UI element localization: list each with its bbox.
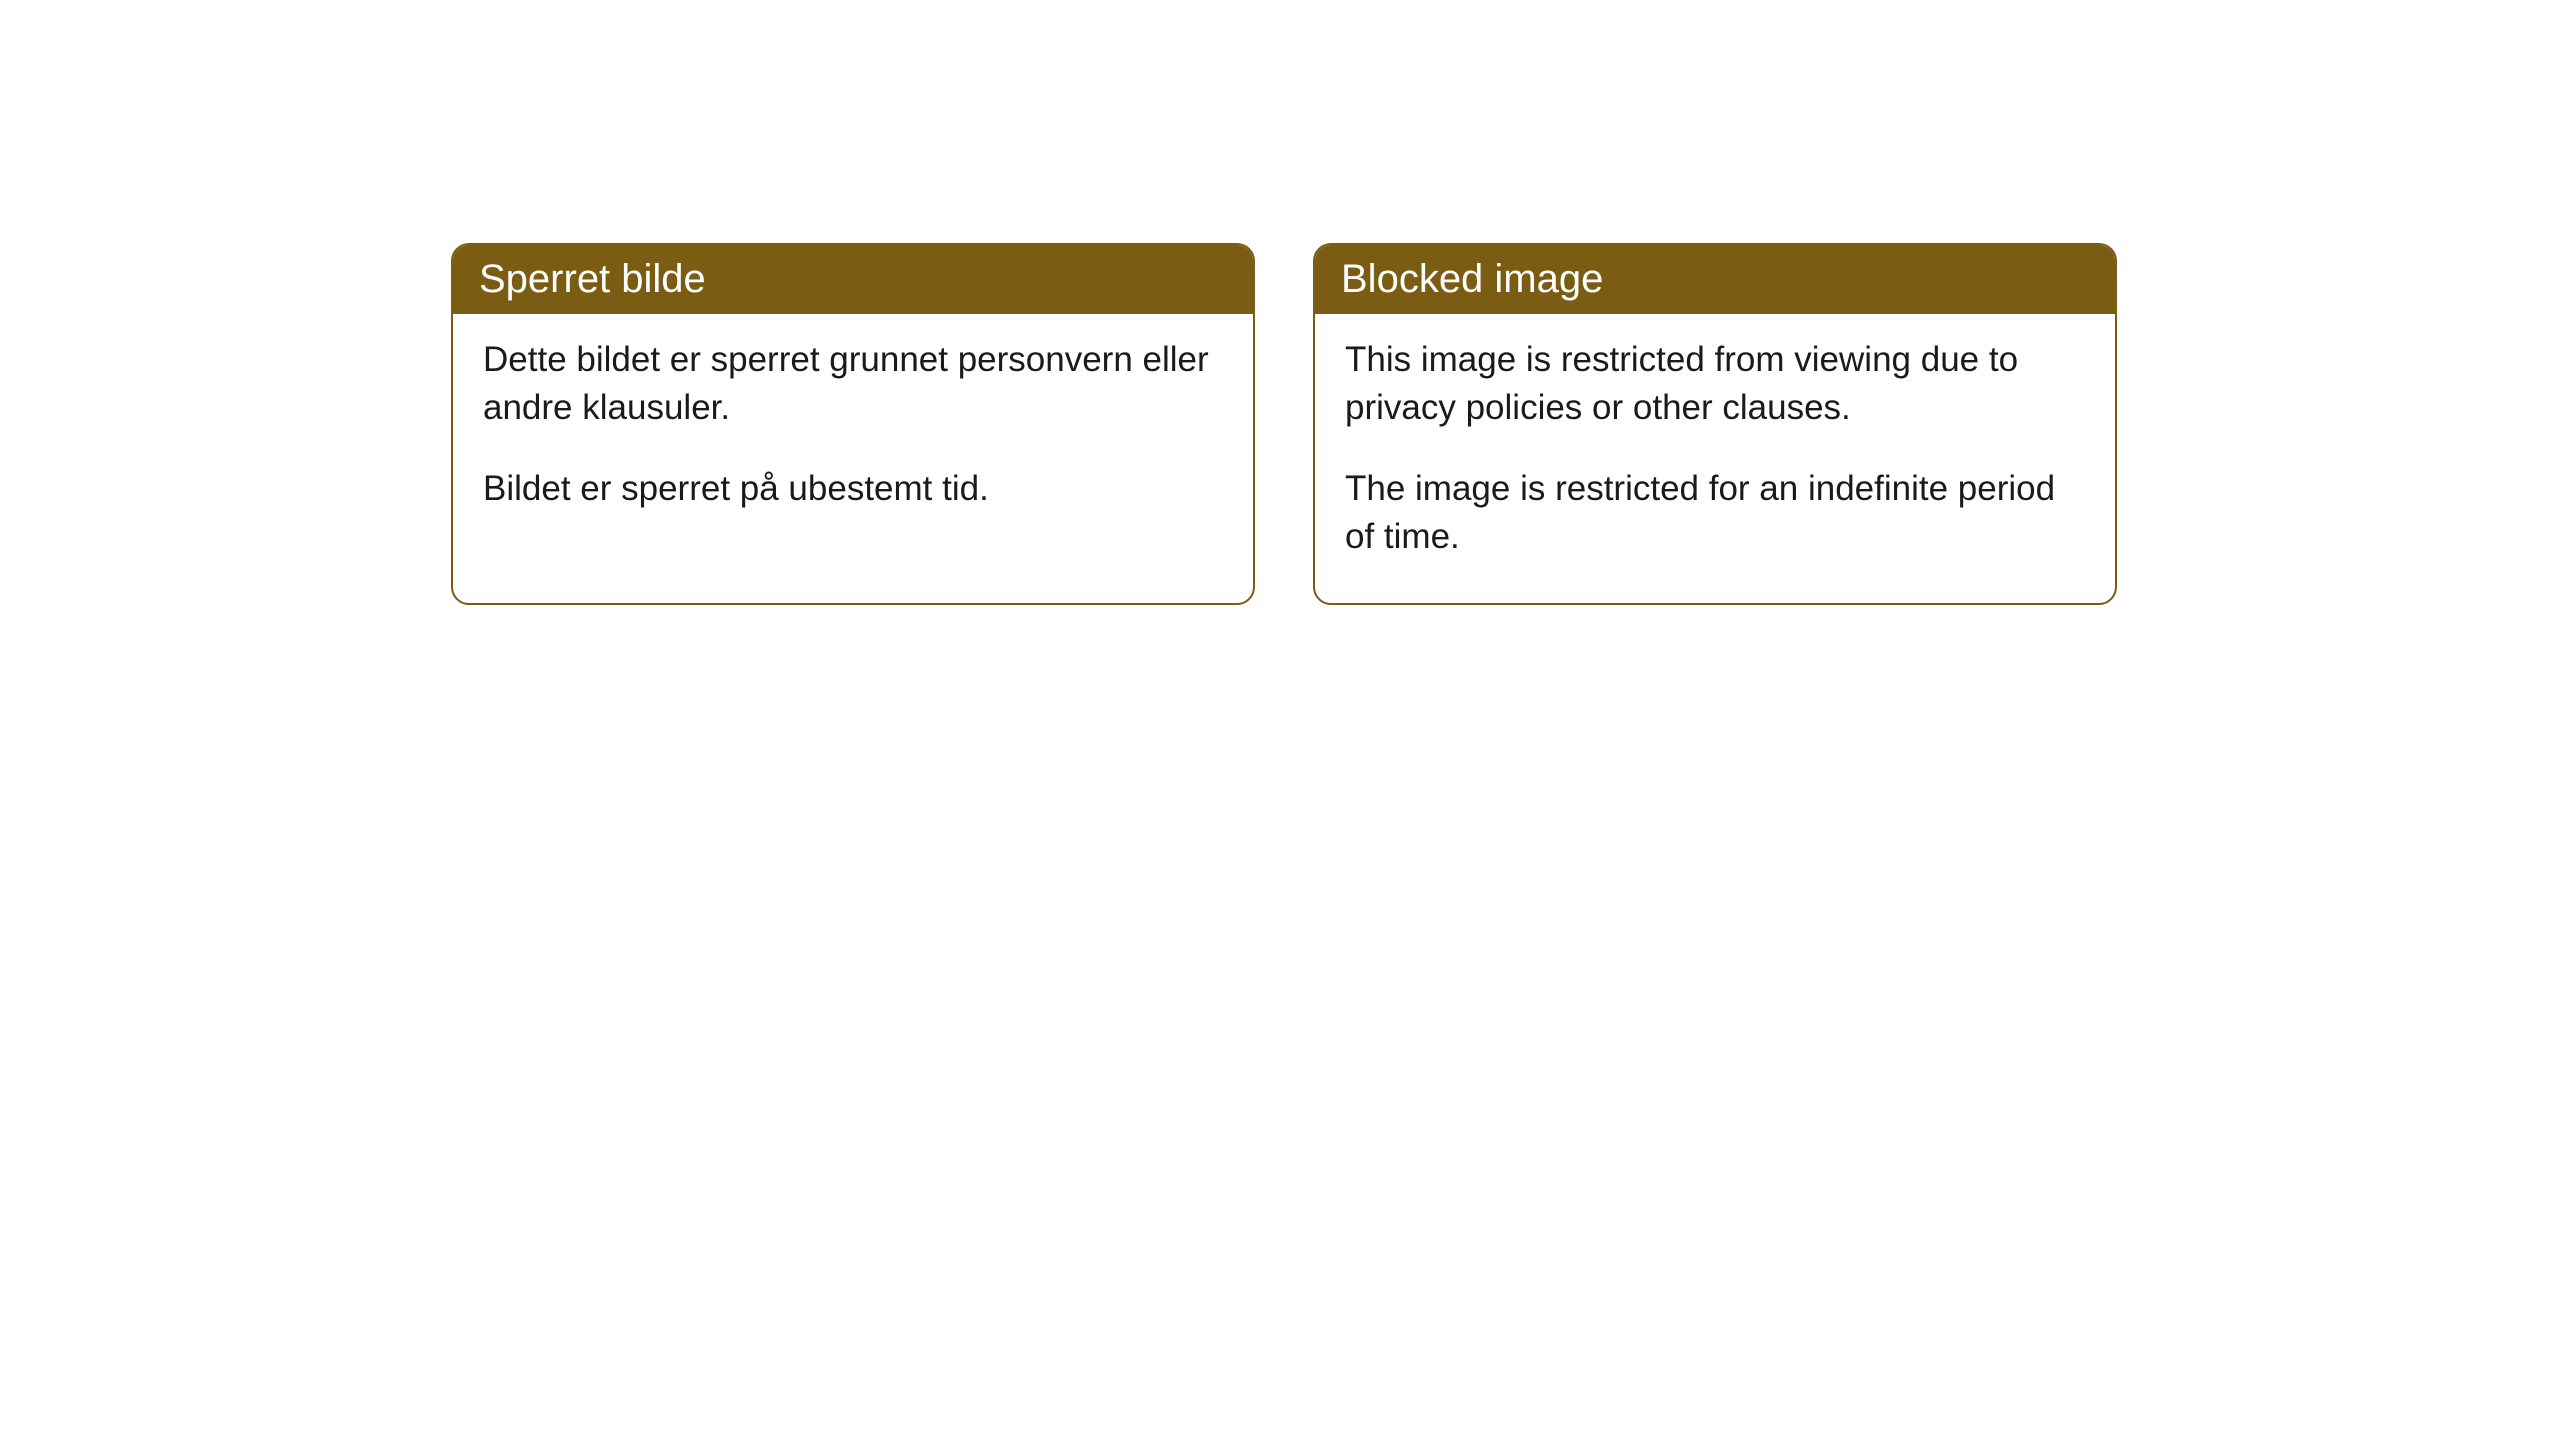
card-title-norwegian: Sperret bilde [479,257,706,301]
card-body-norwegian: Dette bildet er sperret grunnet personve… [453,314,1253,555]
card-body-english: This image is restricted from viewing du… [1315,314,2115,603]
card-paragraph-2-english: The image is restricted for an indefinit… [1345,465,2085,562]
card-paragraph-1-english: This image is restricted from viewing du… [1345,336,2085,433]
card-english: Blocked image This image is restricted f… [1313,243,2117,605]
card-norwegian: Sperret bilde Dette bildet er sperret gr… [451,243,1255,605]
card-header-english: Blocked image [1315,245,2115,314]
card-paragraph-1-norwegian: Dette bildet er sperret grunnet personve… [483,336,1223,433]
card-title-english: Blocked image [1341,257,1603,301]
cards-container: Sperret bilde Dette bildet er sperret gr… [0,0,2560,605]
card-header-norwegian: Sperret bilde [453,245,1253,314]
card-paragraph-2-norwegian: Bildet er sperret på ubestemt tid. [483,465,1223,513]
